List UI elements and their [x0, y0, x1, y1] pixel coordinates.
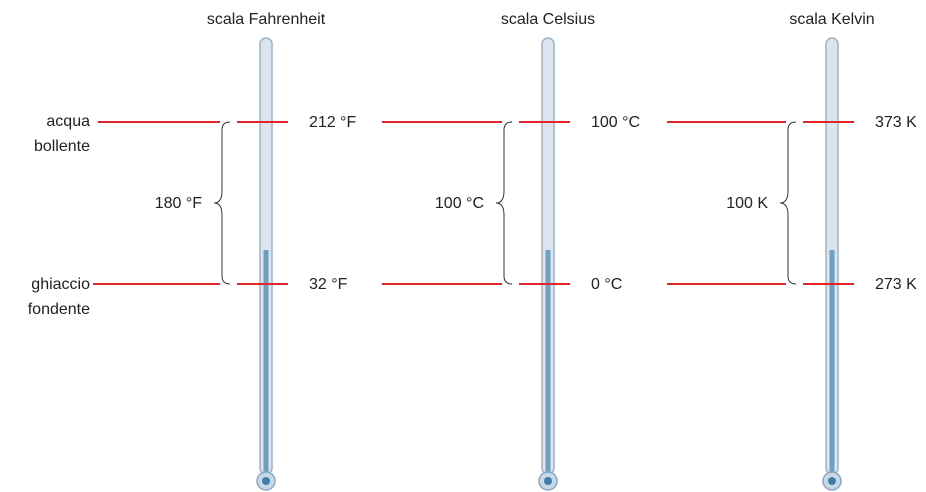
brace	[214, 122, 230, 284]
bulb-core	[544, 477, 552, 485]
side-label: ghiaccio	[31, 276, 90, 293]
side-label: fondente	[28, 301, 90, 318]
span-label: 100 K	[726, 195, 768, 212]
freezing-label: 32 °F	[309, 276, 348, 293]
freezing-label: 273 K	[875, 276, 917, 293]
scale-title: scala Fahrenheit	[207, 11, 326, 28]
bulb-core	[262, 477, 270, 485]
side-label: bollente	[34, 138, 90, 155]
scale-title: scala Kelvin	[789, 11, 874, 28]
span-label: 180 °F	[155, 195, 203, 212]
boiling-label: 100 °C	[591, 114, 640, 131]
freezing-label: 0 °C	[591, 276, 622, 293]
boiling-label: 373 K	[875, 114, 917, 131]
span-label: 100 °C	[435, 195, 484, 212]
brace	[496, 122, 512, 284]
boiling-label: 212 °F	[309, 114, 357, 131]
brace	[780, 122, 796, 284]
diagram: acqua bollente ghiaccio fondente scala F…	[0, 0, 926, 492]
scale-title: scala Celsius	[501, 11, 595, 28]
side-label: acqua	[46, 113, 90, 130]
bulb-core	[828, 477, 836, 485]
